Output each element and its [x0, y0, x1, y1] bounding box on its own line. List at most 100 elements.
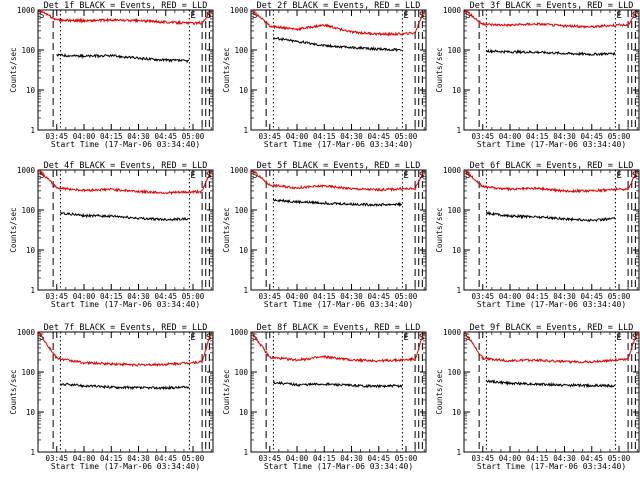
x-tick-label: 05:00 [395, 454, 418, 463]
plot-frame [37, 169, 214, 291]
y-axis-label: Counts/sec [222, 369, 231, 414]
plot-frame [463, 331, 640, 453]
y-tick-label: 100 [21, 368, 35, 377]
panel-title: Det 5f BLACK = Events, RED = LLD [257, 161, 421, 171]
eclipse-label: E [616, 11, 621, 21]
x-tick-label: 04:30 [127, 132, 150, 141]
panel-title: Det 1f BLACK = Events, RED = LLD [44, 1, 208, 11]
panel-det-5: Det 5f BLACK = Events, RED = LLD 1 10 100 10… [222, 161, 427, 309]
x-tick-label: 04:30 [340, 292, 363, 301]
events-series-line [59, 382, 190, 391]
x-tick-label: 03:45 [258, 292, 281, 301]
x-axis-label: Start Time (17-Mar-06 03:34:40) [264, 300, 413, 309]
x-axis-label: Start Time (17-Mar-06 03:34:40) [477, 462, 626, 471]
y-tick-label: 10 [452, 86, 462, 95]
saa-end-label: S [632, 11, 637, 21]
lld-series-line [464, 9, 637, 29]
saa-end-label: S [206, 333, 211, 343]
x-tick-label: 05:00 [182, 292, 205, 301]
x-tick-label: 03:45 [471, 132, 494, 141]
panel-det-8: Det 8f BLACK = Events, RED = LLD 1 10 100 10… [222, 323, 427, 471]
x-axis-label: Start Time (17-Mar-06 03:34:40) [51, 140, 200, 149]
saa-start-label: S [252, 171, 257, 181]
eclipse-label: E [403, 333, 408, 343]
saa-start-label: S [465, 11, 470, 21]
x-tick-label: 04:15 [100, 292, 123, 301]
panel-det-3: Det 3f BLACK = Events, RED = LLD 1 10 100 10… [435, 1, 640, 149]
x-tick-label: 04:45 [154, 132, 177, 141]
saa-end-label: S [206, 11, 211, 21]
y-tick-label: 100 [447, 206, 461, 215]
y-tick-label: 1 [30, 126, 35, 135]
x-tick-label: 05:00 [395, 292, 418, 301]
x-tick-label: 05:00 [608, 132, 631, 141]
x-tick-label: 04:30 [127, 292, 150, 301]
x-axis-label: Start Time (17-Mar-06 03:34:40) [477, 140, 626, 149]
x-axis-label: Start Time (17-Mar-06 03:34:40) [51, 300, 200, 309]
eclipse-label: E [190, 11, 195, 21]
y-tick-label: 10 [452, 408, 462, 417]
x-tick-label: 03:45 [471, 454, 494, 463]
panel-title: Det 8f BLACK = Events, RED = LLD [257, 323, 421, 333]
x-tick-label: 04:15 [526, 292, 549, 301]
y-tick-label: 10 [239, 408, 249, 417]
events-series-line [485, 379, 616, 389]
y-tick-label: 1 [456, 126, 461, 135]
x-tick-label: 03:45 [45, 292, 68, 301]
y-tick-label: 100 [234, 206, 248, 215]
plot-frame [37, 9, 214, 131]
events-series-line [272, 380, 403, 389]
x-tick-label: 04:30 [340, 454, 363, 463]
events-series-line [272, 198, 403, 208]
y-tick-label: 10 [26, 86, 36, 95]
y-tick-label: 100 [21, 206, 35, 215]
y-tick-label: 1 [243, 286, 248, 295]
x-tick-label: 03:45 [45, 132, 68, 141]
y-tick-label: 1000 [230, 166, 249, 175]
events-series-line [485, 210, 616, 223]
x-tick-label: 04:30 [553, 132, 576, 141]
x-tick-label: 04:15 [313, 132, 336, 141]
lld-series-line [464, 331, 638, 365]
panel-det-6: Det 6f BLACK = Events, RED = LLD 1 10 100 10… [435, 161, 640, 309]
x-tick-label: 04:45 [154, 454, 177, 463]
y-tick-label: 1000 [443, 6, 462, 15]
x-tick-label: 04:30 [340, 132, 363, 141]
x-axis-label: Start Time (17-Mar-06 03:34:40) [264, 462, 413, 471]
lld-series-line [38, 331, 212, 368]
plot-frame [250, 9, 427, 131]
saa-start-label: S [39, 11, 44, 21]
eclipse-label: E [616, 333, 621, 343]
x-tick-label: 05:00 [608, 454, 631, 463]
y-tick-label: 1000 [17, 166, 36, 175]
saa-start-label: S [252, 11, 257, 21]
x-axis-label: Start Time (17-Mar-06 03:34:40) [477, 300, 626, 309]
eclipse-label: E [403, 11, 408, 21]
lld-series-line [251, 9, 425, 37]
y-tick-label: 100 [447, 368, 461, 377]
panel-title: Det 3f BLACK = Events, RED = LLD [470, 1, 634, 11]
y-axis-label: Counts/sec [435, 47, 444, 92]
x-tick-label: 04:00 [73, 454, 96, 463]
eclipse-label: E [616, 171, 621, 181]
x-tick-label: 05:00 [182, 454, 205, 463]
x-tick-label: 04:00 [286, 454, 309, 463]
x-tick-label: 04:45 [580, 132, 603, 141]
x-tick-label: 04:00 [286, 292, 309, 301]
saa-start-label: S [465, 171, 470, 181]
y-tick-label: 100 [234, 46, 248, 55]
eclipse-label: E [403, 171, 408, 181]
x-axis-label: Start Time (17-Mar-06 03:34:40) [51, 462, 200, 471]
y-tick-label: 1 [30, 448, 35, 457]
x-tick-label: 04:45 [154, 292, 177, 301]
x-tick-label: 04:45 [367, 454, 390, 463]
y-axis-label: Counts/sec [222, 47, 231, 92]
lld-series-line [38, 8, 212, 26]
y-axis-label: Counts/sec [222, 207, 231, 252]
eclipse-label: E [190, 171, 195, 181]
y-tick-label: 1 [30, 286, 35, 295]
x-tick-label: 04:15 [526, 454, 549, 463]
x-tick-label: 04:00 [499, 292, 522, 301]
x-tick-label: 04:00 [499, 454, 522, 463]
plot-frame [463, 9, 640, 131]
